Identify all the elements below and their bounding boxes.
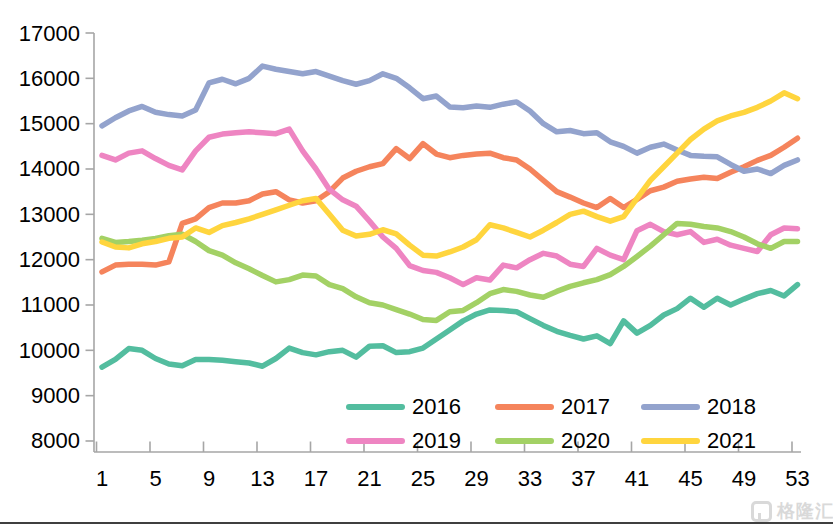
- x-tick-label: 37: [571, 466, 595, 491]
- watermark-text: 格隆汇: [777, 499, 833, 523]
- line-chart: 17000 16000 15000 14000 13000 12000 11000 10000…: [0, 0, 833, 530]
- y-axis-ticks: 17000 16000 15000 14000 13000 12000 11000 10000…: [19, 21, 94, 454]
- y-tick-label: 9000: [31, 383, 80, 408]
- x-tick-label: 29: [464, 466, 488, 491]
- watermark-gelonghui: 格隆汇: [751, 499, 833, 523]
- y-tick-label: 14000: [19, 156, 80, 181]
- x-tick-label: 53: [785, 466, 809, 491]
- y-tick-label: 12000: [19, 247, 80, 272]
- gelonghui-logo-icon: [751, 501, 772, 522]
- x-axis-ticks: 1 5 9 13 17 21 25 29 33 37 41 45 49 53: [96, 442, 810, 492]
- y-tick-label: 13000: [19, 202, 80, 227]
- x-tick-label: 25: [411, 466, 435, 491]
- y-tick-label: 15000: [19, 111, 80, 136]
- x-tick-label: 49: [732, 466, 756, 491]
- x-tick-label: 41: [625, 466, 649, 491]
- series-line-2020: [102, 223, 798, 320]
- series-lines: [102, 66, 798, 367]
- y-tick-label: 11000: [20, 292, 80, 317]
- y-tick-label: 8000: [31, 428, 80, 453]
- x-tick-label: 9: [203, 466, 215, 491]
- x-tick-label: 45: [678, 466, 702, 491]
- bottom-border-line: [0, 522, 833, 524]
- x-tick-label: 1: [96, 466, 108, 491]
- x-tick-label: 21: [357, 466, 381, 491]
- y-tick-label: 17000: [19, 21, 80, 46]
- x-tick-label: 17: [304, 466, 328, 491]
- x-tick-label: 5: [149, 466, 161, 491]
- x-tick-label: 33: [518, 466, 542, 491]
- x-tick-label: 13: [250, 466, 274, 491]
- y-tick-label: 16000: [19, 66, 80, 91]
- y-tick-label: 10000: [19, 338, 80, 363]
- series-line-2016: [102, 285, 798, 368]
